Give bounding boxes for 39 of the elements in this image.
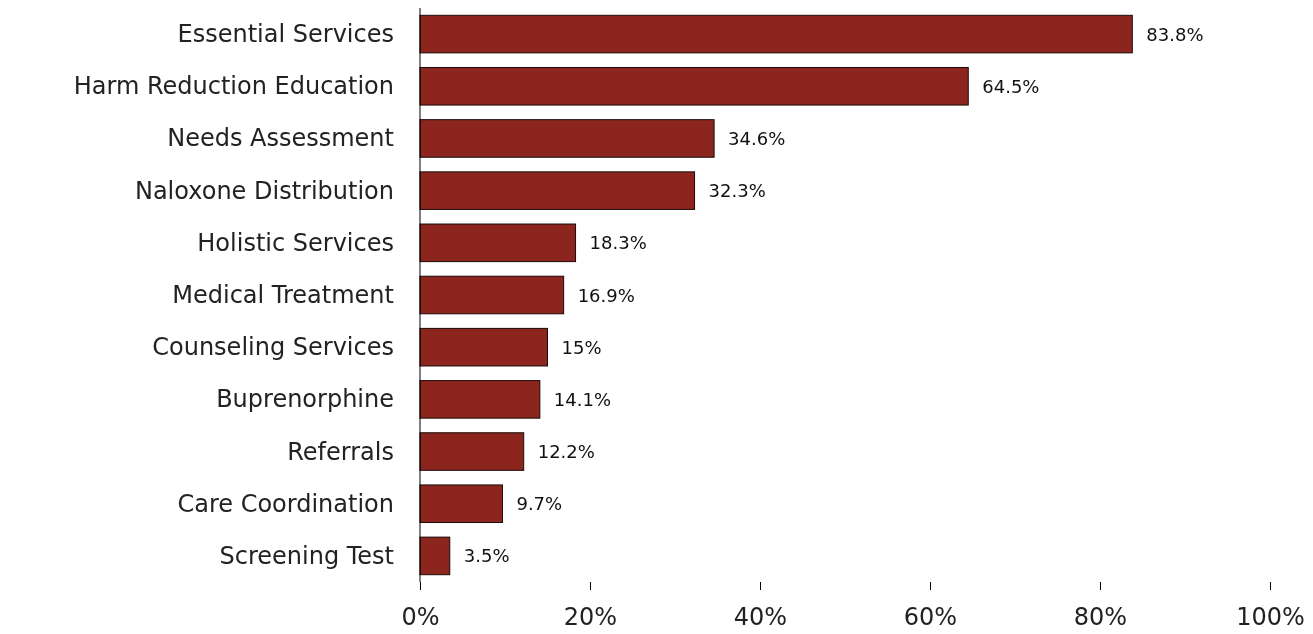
y-tick-label: Essential Services [177,20,394,49]
bar [419,171,696,210]
data-label: 14.1% [553,388,612,410]
y-tick-label: Needs Assessment [167,124,394,153]
y-tick-label: Medical Treatment [172,281,394,309]
y-tick-label: Buprenorphine [216,385,394,414]
data-label: 16.9% [577,284,635,306]
x-tick-label: 100% [1236,603,1305,632]
data-label: 83.8% [1146,23,1204,45]
x-tick-label: 80% [1073,603,1128,632]
data-label: 18.3% [589,232,647,254]
data-label: 64.5% [982,75,1040,97]
bar [419,275,565,315]
bar [419,432,525,471]
y-tick-label: Referrals [287,437,394,466]
bar [419,380,541,419]
data-label: 34.6% [728,127,786,149]
y-tick-label: Naloxone Distribution [134,176,394,205]
data-label: 12.2% [537,441,595,463]
y-tick-label: Care Coordination [177,489,394,518]
x-tick-label: 20% [563,603,618,632]
data-label: 9.7% [516,493,563,515]
bar [419,119,715,158]
bar [419,327,548,367]
bar [419,14,1133,54]
x-tick-label: 60% [903,603,958,632]
x-tick-label: 0% [401,603,440,632]
y-tick-label: Harm Reduction Education [73,72,394,101]
bar [419,223,577,263]
data-label: 32.3% [708,180,766,202]
bar [419,484,503,524]
bar [419,536,451,576]
bar [419,66,969,106]
data-label: 15% [561,336,602,358]
data-label: 3.5% [463,545,510,567]
y-tick-label: Holistic Services [197,228,394,257]
y-tick-label: Screening Test [219,541,394,570]
y-tick-label: Counseling Services [152,333,394,362]
x-tick-label: 40% [733,603,788,632]
